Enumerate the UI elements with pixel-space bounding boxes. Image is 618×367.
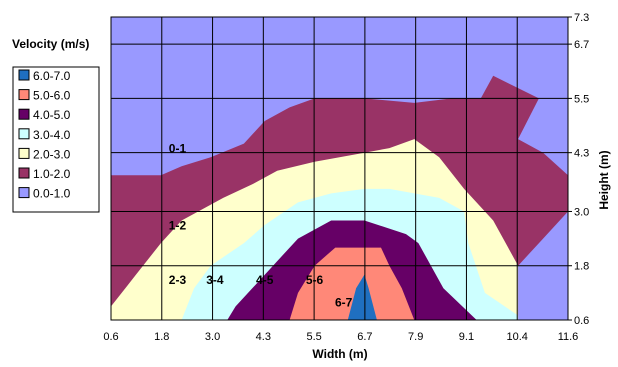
legend-swatch (18, 167, 30, 179)
legend-swatch (18, 69, 30, 81)
x-axis-title: Width (m) (312, 347, 367, 361)
legend-label: 5.0-6.0 (33, 89, 71, 103)
y-tick-labels: 0.6 1.8 3.0 4.3 5.5 6.7 7.3 (568, 12, 589, 327)
x-tick-label: 9.1 (459, 331, 474, 343)
x-tick-label: 11.6 (558, 331, 579, 343)
band-label: 2-3 (169, 273, 187, 287)
plot-border (110, 16, 569, 321)
legend-swatch (18, 89, 30, 101)
y-tick-label: 4.3 (574, 148, 589, 160)
y-tick-label: 0.6 (574, 315, 589, 327)
x-tick-label: 10.4 (507, 331, 528, 343)
y-tick-label: 1.8 (574, 261, 589, 273)
x-tick-label: 6.7 (357, 331, 372, 343)
band-label: 0-1 (169, 142, 187, 156)
y-tick-label: 6.7 (574, 39, 589, 51)
y-tick-label: 7.3 (574, 12, 589, 24)
legend-label: 4.0-5.0 (33, 108, 71, 122)
x-tick-label: 7.9 (408, 331, 423, 343)
legend-label: 3.0-4.0 (33, 128, 71, 142)
legend-swatch (18, 128, 30, 140)
band-label: 3-4 (206, 273, 224, 287)
x-tick-labels: 0.6 1.8 3.0 4.3 5.5 6.7 7.9 9.1 10.4 11.6 (103, 331, 578, 343)
band-label: 1-2 (169, 219, 187, 233)
band-labels: 0-1 1-2 2-3 3-4 4-5 5-6 6-7 (169, 142, 353, 310)
legend-label: 2.0-3.0 (33, 147, 71, 161)
x-tick-label: 0.6 (103, 331, 118, 343)
x-tick-label: 4.3 (256, 331, 271, 343)
band-label: 5-6 (306, 273, 324, 287)
legend-swatch (18, 147, 30, 159)
legend-label: 1.0-2.0 (33, 167, 71, 181)
band-label: 4-5 (256, 273, 274, 287)
y-axis-title: Height (m) (597, 150, 611, 209)
contour-band-5 (347, 274, 377, 320)
y-tick-label: 3.0 (574, 206, 589, 218)
y-tick-label: 5.5 (574, 93, 589, 105)
legend-title: Velocity (m/s) (12, 37, 89, 51)
x-tick-label: 1.8 (154, 331, 169, 343)
legend: 6.0-7.0 5.0-6.0 4.0-5.0 3.0-4.0 2.0-3.0 1.0-2… (18, 69, 71, 201)
x-tick-label: 5.5 (306, 331, 321, 343)
x-tick-label: 3.0 (205, 331, 220, 343)
legend-swatch (18, 108, 30, 120)
legend-swatch (18, 187, 30, 199)
legend-label: 6.0-7.0 (33, 69, 71, 83)
legend-label: 0.0-1.0 (33, 187, 71, 201)
band-label: 6-7 (335, 295, 353, 309)
